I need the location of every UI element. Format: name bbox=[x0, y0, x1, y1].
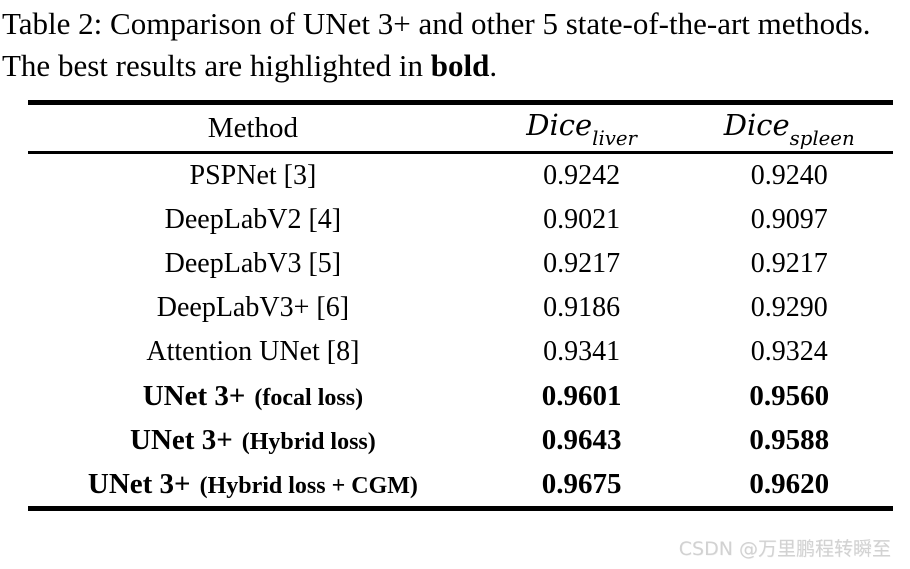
col-header-dice-spleen: Dicespleen bbox=[685, 107, 893, 148]
dice-spleen-cell: 0.9217 bbox=[750, 248, 828, 279]
method-cell: UNet 3+ (Hybrid loss + CGM) bbox=[28, 467, 478, 500]
table-row-unet3plus-focal: UNet 3+ (focal loss) 0.9601 0.9560 bbox=[28, 374, 893, 418]
table-row-pspnet: PSPNet [3] 0.9242 0.9240 bbox=[28, 154, 893, 198]
method-cell: DeepLabV3 [5] bbox=[28, 250, 478, 278]
table-row-deeplabv3plus: DeepLabV3+ [6] 0.9186 0.9290 bbox=[28, 286, 893, 330]
table-top-rule bbox=[28, 100, 893, 105]
method-label: UNet 3+ bbox=[142, 379, 246, 412]
method-label: UNet 3+ bbox=[130, 423, 233, 456]
results-table: Method Diceliver Dicespleen PSPNet [3] 0… bbox=[28, 100, 893, 511]
method-cell: Attention UNet [8] bbox=[28, 338, 478, 366]
dice-spleen-sub: spleen bbox=[789, 126, 855, 150]
dice-liver-sub: liver bbox=[592, 126, 637, 150]
dice-spleen-cell: 0.9588 bbox=[749, 423, 830, 456]
method-cell: DeepLabV2 [4] bbox=[28, 206, 478, 234]
table-row-deeplabv3: DeepLabV3 [5] 0.9217 0.9217 bbox=[28, 242, 893, 286]
method-cell: UNet 3+ (focal loss) bbox=[28, 379, 478, 412]
dice-spleen-cell: 0.9560 bbox=[749, 379, 830, 412]
table-row-deeplabv2: DeepLabV2 [4] 0.9021 0.9097 bbox=[28, 198, 893, 242]
method-cell: UNet 3+ (Hybrid loss) bbox=[28, 423, 478, 456]
col-header-method: Method bbox=[207, 111, 298, 144]
method-label: Attention UNet [8] bbox=[146, 336, 360, 367]
method-label: DeepLabV3+ [6] bbox=[156, 292, 350, 323]
watermark: CSDN @万里鹏程转瞬至 bbox=[678, 538, 891, 560]
dice-liver-cell: 0.9643 bbox=[541, 423, 622, 456]
method-note: (focal loss) bbox=[254, 384, 364, 411]
dice-liver-cell: 0.9186 bbox=[543, 292, 621, 323]
method-cell: PSPNet [3] bbox=[28, 162, 478, 190]
method-note: (Hybrid loss) bbox=[241, 428, 376, 455]
dice-liver-cell: 0.9217 bbox=[543, 248, 621, 279]
method-note: (Hybrid loss + CGM) bbox=[199, 472, 418, 499]
dice-spleen-cell: 0.9620 bbox=[749, 467, 830, 500]
dice-spleen-main: Dice bbox=[723, 107, 790, 142]
dice-liver-cell: 0.9601 bbox=[541, 379, 622, 412]
table-caption: Table 2: Comparison of UNet 3+ and other… bbox=[0, 0, 904, 87]
dice-spleen-cell: 0.9097 bbox=[750, 204, 828, 235]
table-row-unet3plus-hybrid: UNet 3+ (Hybrid loss) 0.9643 0.9588 bbox=[28, 418, 893, 462]
method-cell: DeepLabV3+ [6] bbox=[28, 294, 478, 322]
dice-spleen-cell: 0.9324 bbox=[750, 336, 828, 367]
caption-text-after: . bbox=[489, 48, 498, 83]
method-label: DeepLabV3 [5] bbox=[164, 248, 342, 279]
dice-liver-cell: 0.9021 bbox=[543, 204, 621, 235]
dice-liver-cell: 0.9675 bbox=[541, 467, 622, 500]
caption-bold-word: bold bbox=[430, 48, 490, 83]
dice-spleen-cell: 0.9240 bbox=[750, 160, 828, 191]
dice-liver-cell: 0.9242 bbox=[543, 160, 621, 191]
table-header-row: Method Diceliver Dicespleen bbox=[28, 105, 893, 151]
dice-spleen-cell: 0.9290 bbox=[750, 292, 828, 323]
dice-liver-cell: 0.9341 bbox=[543, 336, 621, 367]
table-row-attention-unet: Attention UNet [8] 0.9341 0.9324 bbox=[28, 330, 893, 374]
col-header-dice-liver: Diceliver bbox=[478, 107, 686, 148]
table-row-unet3plus-hybrid-cgm: UNet 3+ (Hybrid loss + CGM) 0.9675 0.9620 bbox=[28, 462, 893, 506]
method-label: PSPNet [3] bbox=[189, 160, 317, 191]
table-mid-rule bbox=[28, 151, 893, 154]
method-label: DeepLabV2 [4] bbox=[164, 204, 342, 235]
caption-text-before: Table 2: Comparison of UNet 3+ and other… bbox=[2, 6, 871, 83]
dice-liver-main: Dice bbox=[526, 107, 593, 142]
table-bottom-rule bbox=[28, 506, 893, 511]
method-label: UNet 3+ bbox=[87, 467, 191, 500]
